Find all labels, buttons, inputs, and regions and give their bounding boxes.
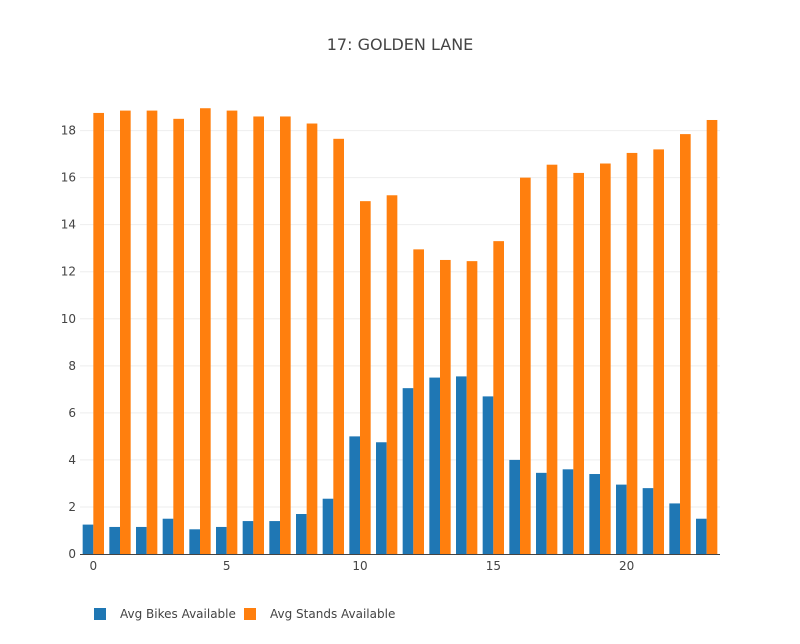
- bar-stands[interactable]: [653, 149, 664, 554]
- bar-stands[interactable]: [600, 163, 611, 554]
- bar-bikes[interactable]: [456, 376, 467, 554]
- bar-bikes[interactable]: [349, 436, 360, 554]
- bar-bikes[interactable]: [669, 503, 680, 554]
- bar-stands[interactable]: [386, 195, 398, 554]
- bar-stands[interactable]: [493, 241, 504, 554]
- y-tick-label: 8: [68, 359, 76, 373]
- x-tick-label: 20: [619, 559, 634, 573]
- bar-bikes[interactable]: [696, 518, 707, 554]
- y-tick-label: 4: [68, 453, 76, 467]
- bar-stands[interactable]: [120, 110, 131, 554]
- bar-bikes[interactable]: [216, 526, 227, 554]
- bar-stands[interactable]: [546, 164, 558, 554]
- x-tick-label: 0: [90, 559, 98, 573]
- bar-bikes[interactable]: [82, 524, 94, 554]
- y-tick-label: 2: [68, 500, 76, 514]
- y-tick-label: 10: [61, 312, 76, 326]
- axes: 0 2 4 6 8 10 12 14 16 18 0 5 10 15 20: [61, 124, 720, 573]
- bar-bikes[interactable]: [482, 396, 494, 554]
- y-tick-label: 16: [61, 171, 76, 185]
- y-tick-label: 6: [68, 406, 76, 420]
- bar-stands[interactable]: [226, 110, 238, 554]
- bar-bikes[interactable]: [376, 442, 387, 554]
- bar-stands[interactable]: [626, 152, 638, 554]
- bar-stands[interactable]: [200, 108, 211, 554]
- bar-bikes[interactable]: [509, 459, 520, 554]
- y-tick-label: 14: [61, 218, 76, 232]
- bar-stands[interactable]: [306, 123, 318, 555]
- bar-stands[interactable]: [333, 138, 344, 554]
- bar-stands[interactable]: [706, 119, 718, 555]
- bar-bikes[interactable]: [536, 472, 547, 554]
- legend-item[interactable]: Avg Stands Available: [244, 607, 395, 621]
- chart-title: 17: GOLDEN LANE: [327, 35, 474, 54]
- x-tick-label: 15: [486, 559, 501, 573]
- x-tick-label: 10: [352, 559, 367, 573]
- bar-stands[interactable]: [146, 110, 158, 554]
- legend-label: Avg Stands Available: [270, 607, 395, 621]
- bar-bikes[interactable]: [109, 526, 120, 554]
- bar-bikes[interactable]: [296, 514, 307, 554]
- bar-bikes[interactable]: [242, 521, 254, 554]
- bar-stands[interactable]: [280, 116, 291, 554]
- bar-bikes[interactable]: [429, 377, 440, 554]
- bar-stands[interactable]: [573, 172, 584, 555]
- bar-bikes[interactable]: [162, 518, 174, 554]
- legend-item[interactable]: Avg Bikes Available: [94, 607, 236, 621]
- legend[interactable]: Avg Bikes Available Avg Stands Available: [94, 607, 395, 621]
- bar-bikes[interactable]: [616, 484, 627, 554]
- y-tick-label: 18: [61, 124, 76, 138]
- bar-bikes[interactable]: [189, 529, 200, 554]
- bar-stands[interactable]: [440, 259, 451, 554]
- gridlines: [80, 130, 720, 508]
- bars: [82, 108, 718, 555]
- bar-bikes[interactable]: [269, 521, 280, 554]
- x-tick-label: 5: [223, 559, 231, 573]
- bar-bikes[interactable]: [562, 469, 574, 554]
- bar-stands[interactable]: [466, 261, 478, 554]
- y-tick-label: 0: [68, 547, 76, 561]
- bar-bikes[interactable]: [322, 498, 334, 554]
- bar-stands[interactable]: [520, 177, 531, 554]
- bar-bikes[interactable]: [136, 526, 147, 554]
- legend-swatch: [244, 608, 256, 620]
- bar-bikes[interactable]: [402, 388, 414, 554]
- y-tick-label: 12: [61, 265, 76, 279]
- bar-bikes[interactable]: [589, 474, 600, 554]
- legend-swatch: [94, 608, 106, 620]
- bar-stands[interactable]: [680, 134, 691, 555]
- bar-stands[interactable]: [93, 112, 104, 554]
- bar-stands[interactable]: [253, 116, 264, 554]
- bar-stands[interactable]: [360, 201, 371, 554]
- bar-bikes[interactable]: [642, 488, 654, 554]
- bar-stands[interactable]: [413, 249, 424, 554]
- bar-stands[interactable]: [173, 118, 184, 554]
- legend-label: Avg Bikes Available: [120, 607, 236, 621]
